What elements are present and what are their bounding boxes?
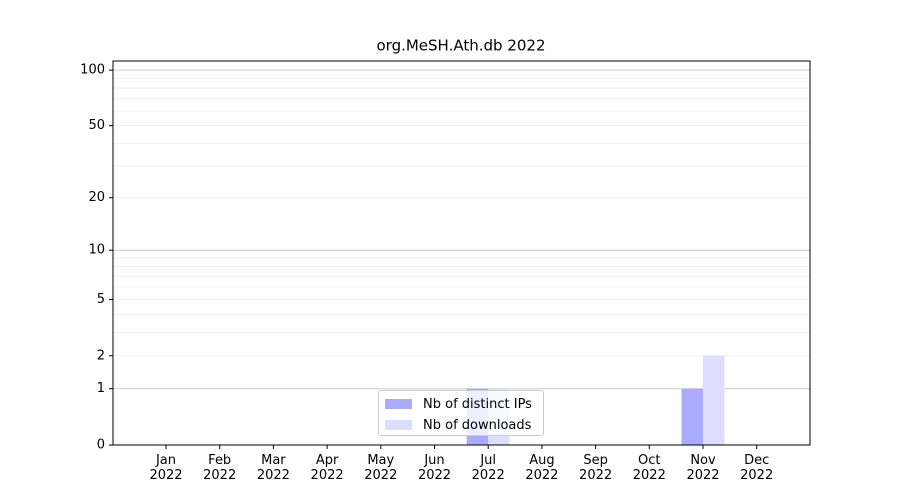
x-tick-label: Jul 2022	[471, 453, 505, 483]
grid	[113, 69, 810, 390]
legend-item: Nb of downloads	[385, 415, 531, 435]
x-tick-label: Feb 2022	[203, 453, 237, 483]
y-tick-label: 1	[97, 381, 105, 396]
legend-swatch	[385, 399, 412, 409]
legend-item: Nb of distinct IPs	[385, 394, 532, 414]
x-tick-label: Jan 2022	[149, 453, 183, 483]
legend-swatch	[385, 420, 412, 430]
x-tick-label: Nov 2022	[686, 453, 720, 483]
y-tick-label: 5	[97, 292, 105, 307]
x-tick-label: Sep 2022	[579, 453, 613, 483]
legend-label: Nb of distinct IPs	[423, 396, 532, 412]
bar	[681, 388, 703, 445]
x-tick-label: Oct 2022	[632, 453, 666, 483]
x-tick-label: Jun 2022	[417, 453, 452, 483]
bar	[703, 355, 725, 445]
y-tick-label: 100	[80, 63, 105, 78]
y-tick-label: 20	[88, 190, 105, 205]
y-tick-label: 2	[97, 348, 105, 363]
y-tick-label: 10	[88, 243, 105, 258]
chart-title: org.MeSH.Ath.db 2022	[377, 37, 546, 55]
x-tick-label: Dec 2022	[740, 453, 774, 483]
legend: Nb of distinct IPs Nb of downloads	[378, 390, 544, 436]
y-tick-label: 0	[97, 438, 105, 453]
y-tick-label: 50	[88, 118, 105, 133]
x-tick-label: Mar 2022	[256, 453, 290, 483]
x-tick-label: Aug 2022	[525, 453, 559, 483]
plot-frame	[112, 60, 811, 446]
x-tick-label: May 2022	[364, 453, 398, 483]
x-tick-label: Apr 2022	[310, 453, 344, 483]
legend-label: Nb of downloads	[423, 417, 532, 433]
